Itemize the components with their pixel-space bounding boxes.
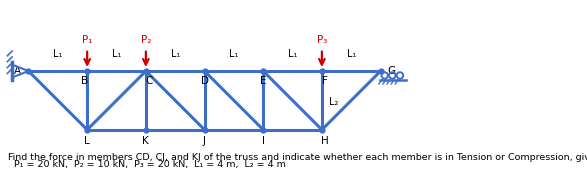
Text: C: C (145, 76, 153, 86)
Text: P₁ = 20 kN,  P₂ = 10 kN,  P₃ = 20 kN,  L₁ = 4 m,  L₂ = 4 m: P₁ = 20 kN, P₂ = 10 kN, P₃ = 20 kN, L₁ =… (8, 160, 286, 169)
Text: L: L (85, 136, 90, 146)
Text: D: D (201, 76, 208, 86)
Text: G: G (387, 66, 396, 76)
Text: B: B (80, 76, 88, 86)
Text: Find the force in members CD, CJ, and KJ of the truss and indicate whether each : Find the force in members CD, CJ, and KJ… (8, 153, 587, 162)
Text: P₃: P₃ (317, 35, 327, 45)
Text: J: J (203, 136, 206, 146)
Text: L₁: L₁ (229, 49, 238, 59)
Text: A: A (14, 66, 22, 76)
Text: P₁: P₁ (82, 35, 92, 45)
Text: L₁: L₁ (170, 49, 180, 59)
Text: L₁: L₁ (53, 49, 63, 59)
Text: L₁: L₁ (112, 49, 121, 59)
Text: K: K (143, 136, 149, 146)
Text: L₂: L₂ (329, 97, 338, 107)
Text: L₁: L₁ (288, 49, 297, 59)
Text: P₂: P₂ (141, 35, 151, 45)
Text: H: H (321, 136, 329, 146)
Text: I: I (262, 136, 265, 146)
Text: F: F (322, 76, 328, 86)
Text: L₁: L₁ (346, 49, 356, 59)
Text: E: E (260, 76, 266, 86)
